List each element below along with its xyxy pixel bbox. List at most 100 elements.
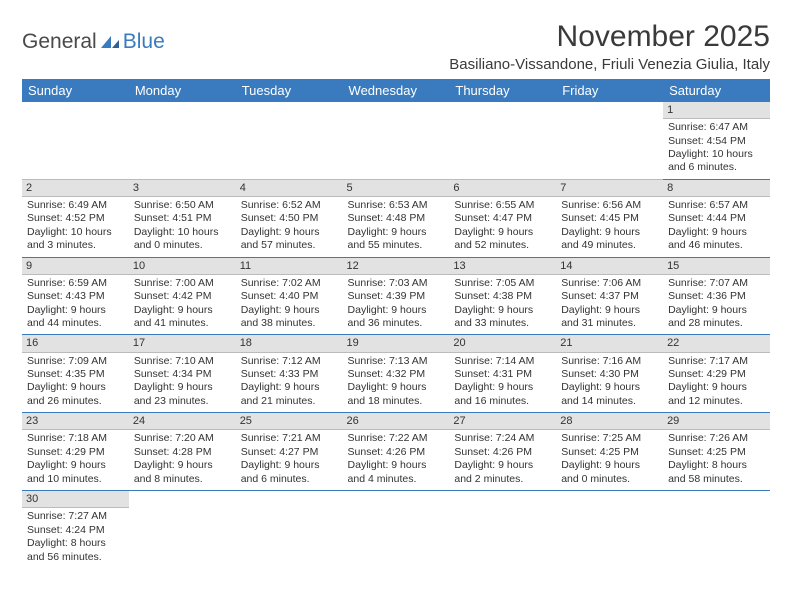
daylight-text: Daylight: 9 hours — [27, 304, 124, 317]
daylight-text: Daylight: 9 hours — [27, 459, 124, 472]
weekday-header: Wednesday — [343, 79, 450, 102]
sunset-text: Sunset: 4:52 PM — [27, 212, 124, 225]
sunrise-text: Sunrise: 7:09 AM — [27, 355, 124, 368]
day-number: 27 — [449, 413, 556, 430]
daylight-text: Daylight: 9 hours — [348, 304, 445, 317]
sunrise-text: Sunrise: 7:20 AM — [134, 432, 231, 445]
sunset-text: Sunset: 4:48 PM — [348, 212, 445, 225]
calendar-day-cell: 11Sunrise: 7:02 AMSunset: 4:40 PMDayligh… — [236, 257, 343, 335]
weekday-header: Sunday — [22, 79, 129, 102]
day-number: 7 — [556, 180, 663, 197]
sunrise-text: Sunrise: 7:06 AM — [561, 277, 658, 290]
sunset-text: Sunset: 4:32 PM — [348, 368, 445, 381]
daylight-text: Daylight: 9 hours — [134, 459, 231, 472]
sunset-text: Sunset: 4:33 PM — [241, 368, 338, 381]
daylight-text: and 56 minutes. — [27, 551, 124, 564]
calendar-week-row: 23Sunrise: 7:18 AMSunset: 4:29 PMDayligh… — [22, 413, 770, 491]
sunrise-text: Sunrise: 7:26 AM — [668, 432, 765, 445]
sunset-text: Sunset: 4:25 PM — [561, 446, 658, 459]
daylight-text: Daylight: 9 hours — [561, 304, 658, 317]
sunset-text: Sunset: 4:34 PM — [134, 368, 231, 381]
day-number: 20 — [449, 335, 556, 352]
day-number: 25 — [236, 413, 343, 430]
calendar-day-cell: 17 Sunrise: 7:10 AMSunset: 4:34 PMDayligh… — [129, 335, 236, 413]
calendar-day-cell: 3Sunrise: 6:50 AMSunset: 4:51 PMDaylight… — [129, 179, 236, 257]
daylight-text: Daylight: 9 hours — [241, 226, 338, 239]
sunrise-text: Sunrise: 7:10 AM — [134, 355, 231, 368]
sunrise-text: Sunrise: 7:18 AM — [27, 432, 124, 445]
day-number: 13 — [449, 258, 556, 275]
calendar-day-cell: 14 Sunrise: 7:06 AMSunset: 4:37 PMDayligh… — [556, 257, 663, 335]
daylight-text: and 58 minutes. — [668, 473, 765, 486]
sunrise-text: Sunrise: 7:27 AM — [27, 510, 124, 523]
daylight-text: Daylight: 9 hours — [668, 226, 765, 239]
sunset-text: Sunset: 4:43 PM — [27, 290, 124, 303]
daylight-text: Daylight: 9 hours — [27, 381, 124, 394]
daylight-text: and 21 minutes. — [241, 395, 338, 408]
calendar-day-cell — [449, 102, 556, 179]
sunrise-text: Sunrise: 7:02 AM — [241, 277, 338, 290]
calendar-day-cell — [129, 491, 236, 568]
sunrise-text: Sunrise: 7:14 AM — [454, 355, 551, 368]
daylight-text: Daylight: 9 hours — [241, 459, 338, 472]
calendar-week-row: 30Sunrise: 7:27 AMSunset: 4:24 PMDayligh… — [22, 491, 770, 568]
weekday-header: Thursday — [449, 79, 556, 102]
day-number: 8 — [663, 180, 770, 197]
daylight-text: Daylight: 9 hours — [561, 381, 658, 394]
sunrise-text: Sunrise: 7:00 AM — [134, 277, 231, 290]
daylight-text: Daylight: 9 hours — [348, 459, 445, 472]
calendar-day-cell: 29Sunrise: 7:26 AMSunset: 4:25 PMDayligh… — [663, 413, 770, 491]
calendar-day-cell: 20Sunrise: 7:14 AMSunset: 4:31 PMDayligh… — [449, 335, 556, 413]
day-number: 3 — [129, 180, 236, 197]
daylight-text: Daylight: 9 hours — [561, 226, 658, 239]
sunset-text: Sunset: 4:42 PM — [134, 290, 231, 303]
day-number: 9 — [22, 258, 129, 275]
sunset-text: Sunset: 4:45 PM — [561, 212, 658, 225]
daylight-text: Daylight: 8 hours — [27, 537, 124, 550]
daylight-text: Daylight: 9 hours — [454, 304, 551, 317]
sunset-text: Sunset: 4:36 PM — [668, 290, 765, 303]
daylight-text: and 6 minutes. — [241, 473, 338, 486]
location-text: Basiliano-Vissandone, Friuli Venezia Giu… — [449, 56, 770, 73]
day-number: 19 — [343, 335, 450, 352]
daylight-text: and 31 minutes. — [561, 317, 658, 330]
day-number: 29 — [663, 413, 770, 430]
calendar-day-cell: 25Sunrise: 7:21 AMSunset: 4:27 PMDayligh… — [236, 413, 343, 491]
calendar-day-cell — [129, 102, 236, 179]
calendar-day-cell: 16Sunrise: 7:09 AMSunset: 4:35 PMDayligh… — [22, 335, 129, 413]
sunrise-text: Sunrise: 7:24 AM — [454, 432, 551, 445]
sunrise-text: Sunrise: 7:17 AM — [668, 355, 765, 368]
calendar-day-cell — [22, 102, 129, 179]
page-header: General Blue November 2025 Basiliano-Vis… — [22, 20, 770, 73]
sunset-text: Sunset: 4:26 PM — [348, 446, 445, 459]
daylight-text: and 28 minutes. — [668, 317, 765, 330]
month-title: November 2025 — [449, 20, 770, 54]
sunset-text: Sunset: 4:44 PM — [668, 212, 765, 225]
daylight-text: Daylight: 9 hours — [668, 381, 765, 394]
calendar-day-cell: 5Sunrise: 6:53 AMSunset: 4:48 PMDaylight… — [343, 179, 450, 257]
sunset-text: Sunset: 4:29 PM — [27, 446, 124, 459]
calendar-day-cell — [556, 102, 663, 179]
calendar-day-cell: 15Sunrise: 7:07 AMSunset: 4:36 PMDayligh… — [663, 257, 770, 335]
calendar-week-row: 1Sunrise: 6:47 AMSunset: 4:54 PMDaylight… — [22, 102, 770, 179]
daylight-text: Daylight: 9 hours — [134, 381, 231, 394]
daylight-text: and 10 minutes. — [27, 473, 124, 486]
calendar-day-cell: 13Sunrise: 7:05 AMSunset: 4:38 PMDayligh… — [449, 257, 556, 335]
day-number: 14 — [556, 258, 663, 275]
daylight-text: and 26 minutes. — [27, 395, 124, 408]
calendar-day-cell: 26Sunrise: 7:22 AMSunset: 4:26 PMDayligh… — [343, 413, 450, 491]
day-number: 17 — [129, 335, 236, 352]
calendar-week-row: 16Sunrise: 7:09 AMSunset: 4:35 PMDayligh… — [22, 335, 770, 413]
daylight-text: Daylight: 9 hours — [454, 226, 551, 239]
sunset-text: Sunset: 4:26 PM — [454, 446, 551, 459]
daylight-text: Daylight: 9 hours — [561, 459, 658, 472]
calendar-day-cell: 7Sunrise: 6:56 AMSunset: 4:45 PMDaylight… — [556, 179, 663, 257]
sunrise-text: Sunrise: 7:05 AM — [454, 277, 551, 290]
weekday-header: Tuesday — [236, 79, 343, 102]
calendar-day-cell — [236, 491, 343, 568]
sunset-text: Sunset: 4:25 PM — [668, 446, 765, 459]
day-number: 15 — [663, 258, 770, 275]
sunset-text: Sunset: 4:37 PM — [561, 290, 658, 303]
title-block: November 2025 Basiliano-Vissandone, Friu… — [449, 20, 770, 73]
daylight-text: Daylight: 10 hours — [27, 226, 124, 239]
